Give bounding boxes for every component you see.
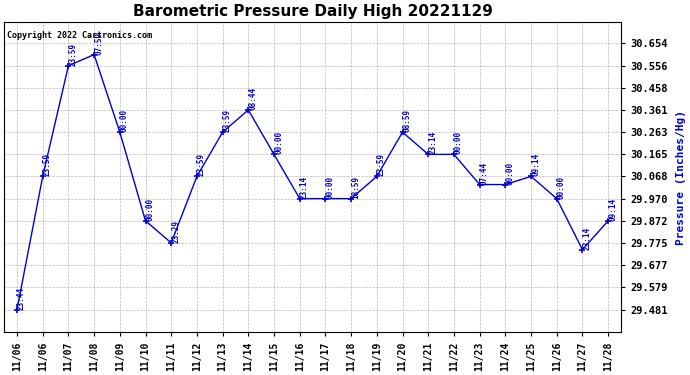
Text: 00:00: 00:00 xyxy=(120,109,129,132)
Text: 00:00: 00:00 xyxy=(146,198,155,221)
Text: 23:44: 23:44 xyxy=(17,286,26,309)
Text: 00:00: 00:00 xyxy=(274,131,283,154)
Text: 09:14: 09:14 xyxy=(608,198,617,221)
Text: Copyright 2022 Cartronics.com: Copyright 2022 Cartronics.com xyxy=(8,31,152,40)
Y-axis label: Pressure (Inches/Hg): Pressure (Inches/Hg) xyxy=(676,110,686,245)
Text: 18:59: 18:59 xyxy=(351,176,360,199)
Text: 07:59: 07:59 xyxy=(94,32,103,55)
Text: 00:00: 00:00 xyxy=(326,176,335,199)
Text: 23:59: 23:59 xyxy=(68,43,77,66)
Text: 23:59: 23:59 xyxy=(223,109,232,132)
Text: 23:14: 23:14 xyxy=(299,176,308,199)
Text: 07:44: 07:44 xyxy=(480,161,489,184)
Text: 09:14: 09:14 xyxy=(531,153,540,176)
Text: 23:59: 23:59 xyxy=(43,153,52,176)
Text: 23:59: 23:59 xyxy=(197,153,206,176)
Text: 23:59: 23:59 xyxy=(377,153,386,176)
Text: 08:44: 08:44 xyxy=(248,87,257,110)
Text: 08:59: 08:59 xyxy=(402,109,411,132)
Text: 23:14: 23:14 xyxy=(582,226,591,250)
Text: 00:00: 00:00 xyxy=(454,131,463,154)
Text: 23:14: 23:14 xyxy=(428,131,437,154)
Text: 23:29: 23:29 xyxy=(171,220,180,243)
Title: Barometric Pressure Daily High 20221129: Barometric Pressure Daily High 20221129 xyxy=(132,4,493,19)
Text: 00:00: 00:00 xyxy=(557,176,566,199)
Text: 00:00: 00:00 xyxy=(505,161,514,184)
